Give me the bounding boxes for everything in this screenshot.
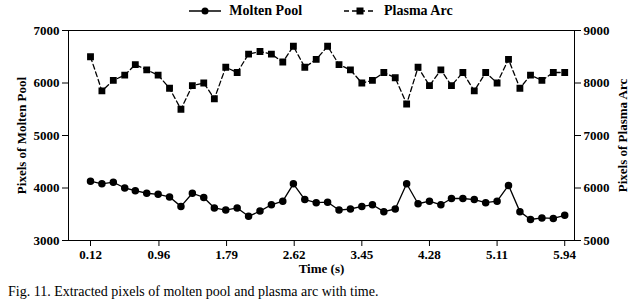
svg-text:3.45: 3.45 xyxy=(350,247,373,262)
svg-text:6000: 6000 xyxy=(34,75,60,90)
svg-text:2.62: 2.62 xyxy=(283,247,306,262)
svg-text:8000: 8000 xyxy=(584,75,610,90)
svg-text:Pixels of Molten Pool: Pixels of Molten Pool xyxy=(14,76,29,194)
svg-text:4000: 4000 xyxy=(34,180,60,195)
svg-text:1.79: 1.79 xyxy=(215,247,238,262)
svg-text:4.28: 4.28 xyxy=(418,247,441,262)
svg-text:7000: 7000 xyxy=(584,128,610,143)
svg-text:5.11: 5.11 xyxy=(486,247,508,262)
html-text:Molten Pool: Molten Pool xyxy=(229,3,303,18)
svg-text:5.94: 5.94 xyxy=(553,247,576,262)
svg-text:0.12: 0.12 xyxy=(79,247,102,262)
svg-text:6000: 6000 xyxy=(584,180,610,195)
html-text:Plasma Arc: Plasma Arc xyxy=(384,3,453,18)
svg-text:5000: 5000 xyxy=(34,128,60,143)
svg-text:7000: 7000 xyxy=(34,23,60,38)
svg-text:Pixels of Plasma Arc: Pixels of Plasma Arc xyxy=(615,79,630,193)
svg-text:5000: 5000 xyxy=(584,233,610,248)
svg-text:9000: 9000 xyxy=(584,23,610,38)
html-text:Fig. 11. Extracted pixels of m: Fig. 11. Extracted pixels of molten pool… xyxy=(8,284,379,299)
svg-text:Time (s): Time (s) xyxy=(299,261,345,276)
svg-text:3000: 3000 xyxy=(34,233,60,248)
svg-text:0.96: 0.96 xyxy=(148,247,171,262)
